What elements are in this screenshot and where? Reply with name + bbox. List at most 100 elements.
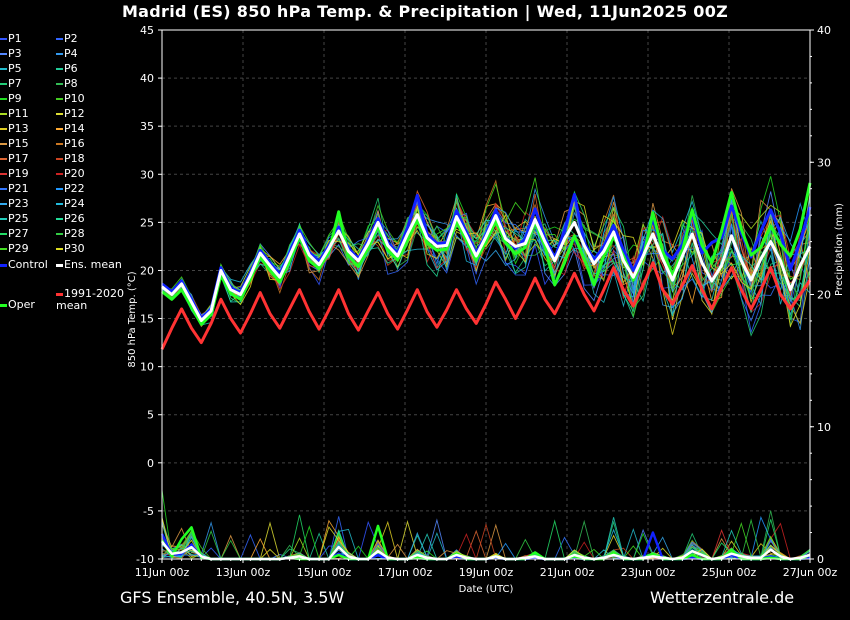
- x-tick-label: 25Jun 00z: [702, 566, 757, 579]
- legend-label: P22: [64, 182, 85, 195]
- legend-item-control: Control: [0, 259, 48, 271]
- legend-item-p6: P6: [56, 63, 78, 75]
- y2-tick-label: 0: [817, 553, 824, 566]
- legend-label: P10: [64, 92, 85, 105]
- chart-title: Madrid (ES) 850 hPa Temp. & Precipitatio…: [121, 2, 729, 21]
- legend-swatch: [56, 292, 63, 296]
- legend-swatch: [0, 68, 7, 70]
- legend-swatch: [56, 68, 63, 70]
- legend-item-p11: P11: [0, 108, 29, 120]
- legend-swatch: [56, 218, 63, 220]
- legend-label: P12: [64, 107, 85, 120]
- legend-label: Control: [8, 258, 48, 271]
- legend-item-p30: P30: [56, 243, 85, 255]
- legend-label: P28: [64, 227, 85, 240]
- legend-label: P6: [64, 62, 78, 75]
- legend-swatch: [0, 188, 7, 190]
- legend-label: P20: [64, 167, 85, 180]
- legend-swatch: [0, 38, 7, 40]
- x-axis-label: Date (UTC): [459, 584, 514, 595]
- x-tick-label: 13Jun 00z: [216, 566, 271, 579]
- legend-label: P23: [8, 197, 29, 210]
- legend-label: P7: [8, 77, 22, 90]
- legend-item-p4: P4: [56, 48, 78, 60]
- legend-label: P18: [64, 152, 85, 165]
- x-tick-label: 21Jun 00z: [540, 566, 595, 579]
- legend-label: P4: [64, 47, 78, 60]
- legend-item-p29: P29: [0, 243, 29, 255]
- legend-item-p23: P23: [0, 198, 29, 210]
- y-tick-label: 25: [140, 216, 154, 229]
- legend-label: P21: [8, 182, 29, 195]
- x-tick-label: 11Jun 00z: [135, 566, 190, 579]
- legend-item-oper: Oper: [0, 299, 35, 311]
- legend-label: P8: [64, 77, 78, 90]
- legend-swatch: [0, 158, 7, 160]
- legend-swatch: [56, 83, 63, 85]
- legend-item-1991-2020-mean: 1991-2020 mean: [56, 288, 126, 312]
- legend-swatch: [56, 263, 63, 267]
- legend-item-p12: P12: [56, 108, 85, 120]
- legend-item-p20: P20: [56, 168, 85, 180]
- legend-label: P9: [8, 92, 22, 105]
- legend-swatch: [0, 248, 7, 250]
- legend-swatch: [56, 98, 63, 100]
- legend-item-p15: P15: [0, 138, 29, 150]
- legend-item-p2: P2: [56, 33, 78, 45]
- legend-swatch: [56, 248, 63, 250]
- legend-label: Oper: [8, 298, 35, 311]
- y-tick-label: 45: [140, 24, 154, 37]
- legend-swatch: [0, 173, 7, 175]
- legend-label: P27: [8, 227, 29, 240]
- legend-swatch: [56, 233, 63, 235]
- legend-swatch: [56, 158, 63, 160]
- legend-swatch: [0, 303, 7, 307]
- legend-label: P19: [8, 167, 29, 180]
- legend-label: 1991-2020 mean: [56, 287, 124, 312]
- legend-item-p19: P19: [0, 168, 29, 180]
- y-tick-label: 20: [140, 264, 154, 277]
- legend-label: P26: [64, 212, 85, 225]
- model-info: GFS Ensemble, 40.5N, 3.5W: [120, 588, 345, 607]
- legend-label: P2: [64, 32, 78, 45]
- legend-item-p27: P27: [0, 228, 29, 240]
- x-tick-label: 15Jun 00z: [297, 566, 352, 579]
- series-line-p18: [161, 210, 811, 319]
- legend-item-p13: P13: [0, 123, 29, 135]
- y-axis-label: 850 hPa Temp. (°C): [127, 271, 138, 367]
- temp-line-ens-mean: [161, 213, 812, 322]
- legend-label: P3: [8, 47, 22, 60]
- legend-swatch: [56, 113, 63, 115]
- legend-item-p28: P28: [56, 228, 85, 240]
- y-tick-label: 5: [147, 409, 154, 422]
- legend-swatch: [0, 128, 7, 130]
- legend-label: P16: [64, 137, 85, 150]
- x-tick-label: 27Jun 00z: [783, 566, 838, 579]
- series-line-p30: [161, 200, 811, 328]
- temp-line-oper: [161, 182, 812, 326]
- y-tick-label: 0: [147, 457, 154, 470]
- legend-item-p5: P5: [0, 63, 22, 75]
- y2-tick-label: 20: [817, 289, 831, 302]
- y2-tick-label: 30: [817, 156, 831, 169]
- legend-item-p9: P9: [0, 93, 22, 105]
- temp-line-1991-2020-mean: [160, 261, 812, 350]
- legend-swatch: [56, 203, 63, 205]
- legend-label: P1: [8, 32, 22, 45]
- y2-axis-label: Precipitation (mm): [834, 203, 845, 296]
- y-tick-label: 40: [140, 72, 154, 85]
- y-tick-label: 10: [140, 361, 154, 374]
- legend-label: P13: [8, 122, 29, 135]
- legend-label: Ens. mean: [64, 258, 122, 271]
- legend-item-ens-mean: Ens. mean: [56, 259, 122, 271]
- legend-swatch: [0, 113, 7, 115]
- y-tick-label: -5: [143, 505, 154, 518]
- legend-label: P11: [8, 107, 29, 120]
- legend-item-p17: P17: [0, 153, 29, 165]
- legend-swatch: [56, 53, 63, 55]
- legend-label: P15: [8, 137, 29, 150]
- legend-item-p1: P1: [0, 33, 22, 45]
- legend-label: P24: [64, 197, 85, 210]
- legend-item-p18: P18: [56, 153, 85, 165]
- legend-item-p25: P25: [0, 213, 29, 225]
